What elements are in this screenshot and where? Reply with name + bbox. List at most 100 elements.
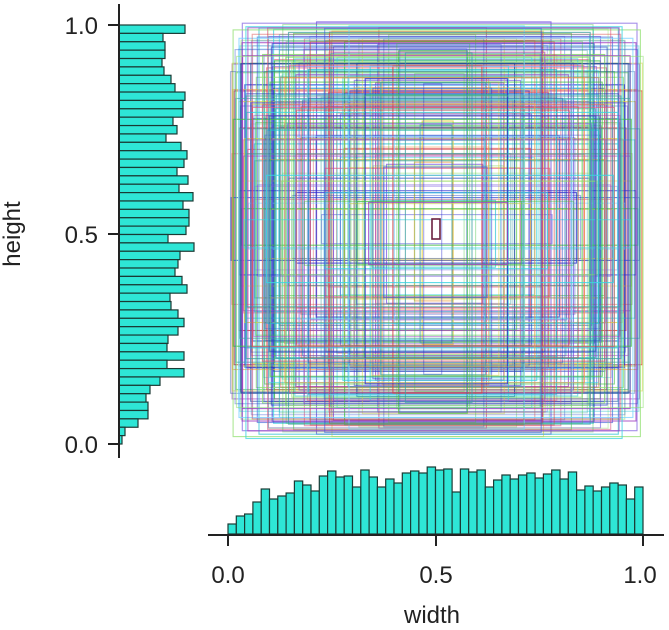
overlay-rectangle bbox=[398, 50, 468, 414]
height-hist-bar bbox=[118, 284, 188, 294]
x-tick-1: 1.0 bbox=[623, 562, 656, 589]
height-hist-bar bbox=[118, 250, 181, 261]
width-hist-bar bbox=[451, 491, 462, 535]
x-tick-05: 0.5 bbox=[419, 562, 452, 589]
overlay-rectangle bbox=[354, 129, 518, 331]
height-hist-bar bbox=[118, 300, 172, 311]
height-hist-bar bbox=[118, 124, 178, 135]
overlay-rectangle bbox=[255, 122, 621, 336]
overlay-rectangle bbox=[371, 199, 497, 268]
rectangle-overlay-plot bbox=[229, 21, 644, 440]
overlay-rectangle bbox=[404, 52, 473, 404]
width-hist-bar bbox=[634, 486, 644, 535]
overlay-rectangle bbox=[268, 115, 597, 352]
width-hist-bar bbox=[625, 498, 636, 535]
width-hist-bar bbox=[401, 472, 412, 535]
height-hist-bar bbox=[118, 393, 147, 403]
width-hist-bar bbox=[517, 474, 528, 535]
height-hist-bar bbox=[118, 57, 163, 68]
y-axis: 1.0 0.5 0.0 height bbox=[0, 4, 120, 459]
height-hist-bar bbox=[118, 317, 185, 328]
width-hist-bar bbox=[285, 492, 296, 535]
height-hist-bar bbox=[118, 141, 182, 152]
overlay-rectangle bbox=[323, 59, 547, 399]
width-hist-bar bbox=[501, 474, 511, 535]
height-hist-bar bbox=[118, 83, 176, 93]
height-hist-bar bbox=[118, 267, 176, 277]
height-hist-bar bbox=[118, 342, 168, 353]
width-hist-bar bbox=[592, 490, 603, 535]
overlay-rectangle bbox=[393, 139, 486, 325]
overlay-rectangle bbox=[281, 180, 598, 276]
overlay-rectangle bbox=[306, 65, 573, 396]
height-hist-bar bbox=[118, 24, 186, 34]
width-hist-bar bbox=[434, 469, 445, 535]
width-hist-bar bbox=[318, 475, 329, 535]
height-hist-bar bbox=[118, 242, 195, 252]
width-hist-bar bbox=[426, 466, 437, 535]
overlay-rectangle bbox=[380, 81, 487, 376]
overlay-rectangle bbox=[396, 42, 471, 410]
height-hist-bar bbox=[118, 384, 151, 395]
overlay-rectangle bbox=[332, 51, 546, 401]
height-hist-bar bbox=[118, 208, 190, 219]
overlay-rectangle bbox=[291, 61, 583, 398]
width-hist-bar bbox=[327, 470, 337, 535]
height-hist-bar bbox=[118, 367, 185, 378]
overlay-rectangle bbox=[285, 40, 583, 424]
width-hist-bar bbox=[235, 515, 246, 535]
overlay-rectangle bbox=[343, 102, 536, 361]
width-hist-bar bbox=[343, 475, 354, 535]
width-hist-bar bbox=[509, 478, 520, 535]
y-tick-0: 0.0 bbox=[65, 432, 98, 459]
overlay-rectangle bbox=[388, 34, 477, 423]
width-hist-bar bbox=[376, 486, 387, 535]
width-hist-bar bbox=[443, 468, 453, 535]
overlay-rectangle bbox=[399, 48, 468, 413]
overlay-rectangle bbox=[307, 97, 564, 364]
overlay-rectangle bbox=[241, 42, 637, 422]
width-hist-bar bbox=[293, 480, 304, 535]
y-tick-05: 0.5 bbox=[65, 222, 98, 249]
height-hist-bar bbox=[118, 351, 185, 361]
overlay-rectangle bbox=[372, 87, 493, 380]
overlay-rectangle bbox=[353, 87, 521, 368]
width-hist-bar bbox=[393, 482, 403, 535]
overlay-rectangle bbox=[385, 163, 484, 304]
width-hist-bar bbox=[567, 471, 578, 535]
height-hist-bar bbox=[118, 259, 179, 269]
height-hist-bar bbox=[118, 166, 178, 177]
width-hist-bar bbox=[277, 495, 287, 535]
width-hist-bar bbox=[542, 473, 553, 535]
overlay-rectangle bbox=[245, 95, 622, 360]
height-hist-bar bbox=[118, 66, 165, 76]
overlay-rectangle bbox=[300, 106, 579, 359]
width-hist-bar bbox=[559, 478, 569, 535]
width-hist-bar bbox=[575, 489, 586, 535]
overlay-rectangle bbox=[266, 129, 600, 324]
overlay-rectangle bbox=[264, 134, 601, 330]
width-hist-bar bbox=[385, 478, 395, 535]
overlay-rectangle bbox=[353, 99, 514, 367]
width-hist-bar bbox=[584, 485, 594, 535]
width-hist-bar bbox=[244, 513, 254, 535]
height-hist-bar bbox=[118, 418, 139, 428]
overlay-rectangle bbox=[234, 49, 639, 405]
height-hist-bar bbox=[118, 225, 187, 236]
innermost-rectangle bbox=[431, 218, 441, 240]
width-hist-bar bbox=[551, 469, 561, 535]
height-hist-bar bbox=[118, 376, 161, 386]
height-hist-bar bbox=[118, 74, 172, 85]
height-hist-bar bbox=[118, 200, 184, 210]
width-hist-bar bbox=[418, 472, 428, 535]
height-hist-bar bbox=[118, 158, 185, 169]
overlay-rectangle bbox=[423, 83, 443, 375]
height-hist-bar bbox=[118, 116, 174, 127]
overlay-rectangle bbox=[301, 99, 567, 357]
height-hist-bar bbox=[118, 409, 149, 420]
height-hist-bar bbox=[118, 133, 167, 143]
width-hist-bar bbox=[335, 476, 345, 535]
overlay-rectangle bbox=[328, 51, 546, 413]
width-hist-bar bbox=[534, 477, 544, 535]
